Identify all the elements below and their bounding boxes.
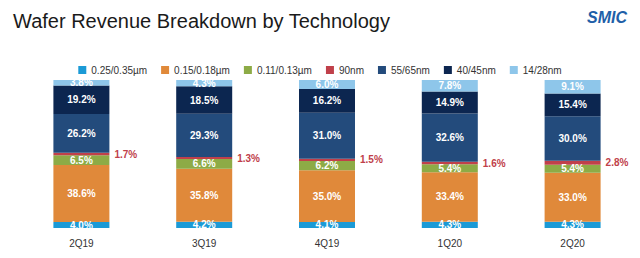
svg-text:5.4%: 5.4%	[438, 163, 461, 174]
svg-text:0.15/0.18µm: 0.15/0.18µm	[174, 65, 230, 76]
svg-text:1.3%: 1.3%	[237, 153, 260, 164]
svg-text:14.9%: 14.9%	[436, 97, 464, 108]
svg-text:7.8%: 7.8%	[438, 80, 461, 91]
svg-text:26.2%: 26.2%	[67, 128, 95, 139]
svg-text:4.2%: 4.2%	[193, 219, 216, 230]
svg-text:18.5%: 18.5%	[190, 95, 218, 106]
svg-text:2.8%: 2.8%	[606, 157, 629, 168]
svg-text:1.5%: 1.5%	[360, 154, 383, 165]
svg-text:6.6%: 6.6%	[193, 158, 216, 169]
svg-text:3Q19: 3Q19	[192, 238, 217, 249]
svg-text:4.0%: 4.0%	[70, 220, 93, 231]
svg-text:4.1%: 4.1%	[316, 219, 339, 230]
svg-text:4Q19: 4Q19	[315, 238, 340, 249]
svg-text:15.4%: 15.4%	[558, 99, 586, 110]
svg-text:6.0%: 6.0%	[316, 79, 339, 90]
svg-text:9.1%: 9.1%	[561, 81, 584, 92]
svg-text:32.6%: 32.6%	[436, 132, 464, 143]
svg-text:16.2%: 16.2%	[313, 95, 341, 106]
svg-text:1Q20: 1Q20	[438, 238, 463, 249]
svg-text:1.7%: 1.7%	[114, 149, 137, 160]
svg-text:33.4%: 33.4%	[436, 191, 464, 202]
svg-text:6.5%: 6.5%	[70, 155, 93, 166]
svg-text:1.6%: 1.6%	[483, 158, 506, 169]
svg-text:55/65nm: 55/65nm	[391, 65, 430, 76]
svg-text:90nm: 90nm	[339, 65, 364, 76]
svg-text:3.8%: 3.8%	[70, 77, 93, 88]
svg-text:2Q20: 2Q20	[560, 238, 585, 249]
svg-text:0.11/0.13µm: 0.11/0.13µm	[257, 65, 312, 76]
svg-text:40/45nm: 40/45nm	[457, 65, 496, 76]
svg-text:0.25/0.35µm: 0.25/0.35µm	[91, 65, 147, 76]
svg-text:4.3%: 4.3%	[193, 78, 216, 89]
svg-text:38.6%: 38.6%	[67, 188, 95, 199]
svg-text:35.0%: 35.0%	[313, 191, 341, 202]
svg-text:4.3%: 4.3%	[438, 219, 461, 230]
svg-text:6.2%: 6.2%	[316, 160, 339, 171]
svg-text:SMIC: SMIC	[587, 9, 627, 26]
svg-text:5.4%: 5.4%	[561, 163, 584, 174]
svg-text:14/28nm: 14/28nm	[523, 65, 562, 76]
svg-text:19.2%: 19.2%	[67, 94, 95, 105]
svg-text:31.0%: 31.0%	[313, 130, 341, 141]
svg-text:29.3%: 29.3%	[190, 130, 218, 141]
svg-text:35.8%: 35.8%	[190, 190, 218, 201]
svg-text:33.0%: 33.0%	[558, 192, 586, 203]
svg-text:Wafer Revenue Breakdown by Tec: Wafer Revenue Breakdown by Technology	[13, 10, 390, 32]
svg-text:30.0%: 30.0%	[558, 133, 586, 144]
svg-text:2Q19: 2Q19	[69, 238, 94, 249]
svg-text:4.3%: 4.3%	[561, 219, 584, 230]
